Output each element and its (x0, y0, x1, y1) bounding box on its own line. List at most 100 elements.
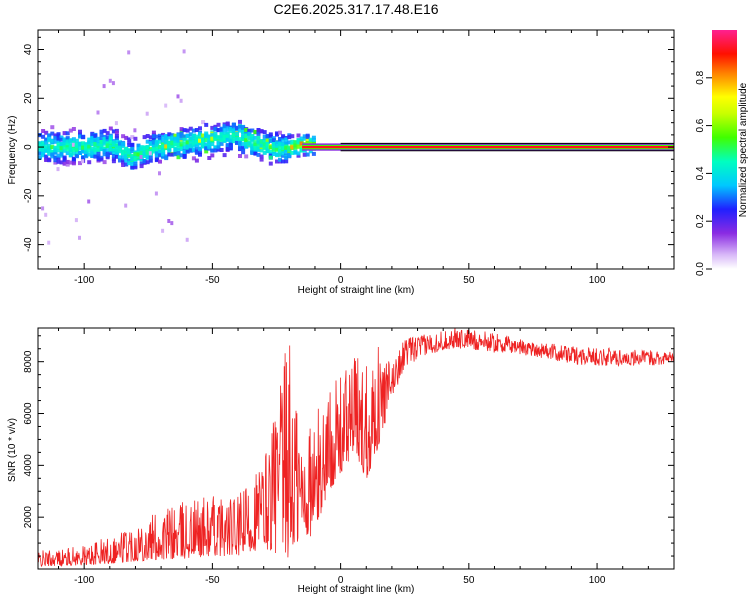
spectrogram-cell (130, 135, 135, 140)
spectrogram-cell (170, 152, 175, 157)
spectrogram-cell (154, 191, 158, 196)
spectrogram-cell (281, 151, 286, 156)
spectrogram-cell (241, 145, 246, 150)
spectrogram-cell (62, 161, 67, 166)
spectrogram-cell (133, 136, 138, 141)
spectrogram-cell (271, 152, 276, 156)
spectrogram-cell (47, 133, 52, 138)
spectrogram-cell (235, 126, 239, 131)
spectrogram-cell (71, 140, 76, 145)
spectrogram-cell (154, 154, 159, 159)
spectrogram-cell (90, 153, 95, 158)
spectrogram-cell (154, 142, 159, 147)
spectrogram-cell (81, 145, 86, 150)
spectrogram-cell (81, 149, 86, 154)
spectrogram-cell (247, 131, 252, 136)
spectrogram-cell (53, 148, 58, 153)
spectrogram-cell (219, 138, 224, 143)
spectrogram-cell (65, 139, 70, 144)
spectrogram-cell (296, 153, 301, 158)
spectrogram-cell (127, 143, 132, 147)
spectrogram-cell (59, 151, 64, 156)
spectrogram-cell (207, 144, 212, 149)
spectrogram-cell (216, 122, 221, 127)
y-tick-label: 0 (23, 144, 34, 150)
spectrogram-cell (41, 129, 46, 133)
x-tick-label: -50 (205, 275, 220, 286)
y-tick-label: -40 (23, 237, 34, 252)
spectrogram-cell (287, 147, 292, 152)
spectrogram-cell (176, 143, 181, 148)
spectrogram-cell (265, 138, 270, 143)
spectrogram-cell (219, 141, 224, 146)
spectrogram-cell (179, 153, 184, 158)
spectrogram-cell (244, 154, 249, 159)
spectrogram-cell (130, 162, 135, 166)
spectrogram-cell (78, 151, 82, 155)
spectrogram-cell (130, 154, 135, 159)
spectrogram-cell (222, 137, 227, 142)
spectrogram-cell (284, 137, 289, 142)
spectrogram-cell (87, 145, 92, 150)
spectrogram-cell (235, 132, 239, 136)
spectrogram-cell (213, 137, 218, 141)
spectrogram-cell (151, 130, 156, 135)
spectrogram-cell (278, 137, 282, 142)
spectrogram-cell (241, 135, 246, 140)
spectrogram-cell (108, 147, 113, 152)
spectrogram-cell (127, 140, 132, 145)
spectrogram-cell (56, 153, 61, 158)
spectrogram-cell (99, 143, 104, 148)
spectrogram-cell (188, 148, 193, 153)
spectrogram-cell (114, 148, 119, 153)
spectrogram-cell (198, 141, 202, 146)
spectrogram-cell (142, 159, 147, 163)
spectrogram-cell (93, 138, 98, 143)
spectrogram-cell (176, 136, 181, 141)
spectrogram-cell (124, 162, 129, 167)
spectrogram-cell (114, 131, 119, 135)
spectrogram-cell (96, 139, 101, 144)
spectrogram-cell (225, 134, 230, 139)
spectrogram-cell (56, 159, 61, 164)
spectrogram-cell (296, 151, 301, 156)
spectrogram-cell (71, 151, 76, 156)
spectrogram-cell (68, 150, 73, 155)
spectrogram-cell (114, 134, 119, 139)
spectrogram-cell (225, 131, 230, 136)
spectrogram-cell (287, 140, 292, 145)
spectrogram-cell (65, 159, 70, 164)
spectrogram-cell (59, 135, 64, 140)
spectrogram-cell (136, 152, 141, 157)
colorbar: 0.0 0.2 0.4 0.6 0.8 Normalized spectral ampl… (695, 30, 749, 276)
spectrogram-cell (164, 103, 168, 108)
spectrogram-cell (139, 164, 144, 169)
spectrogram-cell (65, 151, 70, 156)
spectrogram-cell (228, 139, 233, 144)
spectrogram-cell (145, 148, 150, 153)
spectrogram-cell (47, 240, 51, 245)
spectrogram-cell (158, 149, 162, 154)
y-tick-label: 2000 (23, 506, 34, 529)
spectrogram-cell (127, 158, 132, 163)
spectrogram-cell (151, 134, 156, 139)
spectrogram-cell (210, 136, 215, 141)
spectrogram-cell (198, 146, 202, 151)
spectrogram-cell (139, 161, 144, 166)
spectrogram-cells (38, 49, 674, 245)
spectrogram-cell (124, 203, 128, 208)
spectrogram-cell (213, 145, 218, 150)
spectrogram-cell (198, 152, 202, 157)
spectrogram-cell (204, 149, 209, 154)
spectrogram-cell (188, 126, 193, 131)
snr-series-line (37, 328, 675, 568)
spectrogram-cell (71, 156, 76, 161)
spectrogram-cell (287, 152, 292, 157)
spectrogram-cell (287, 149, 292, 154)
spectrogram-cell (256, 131, 261, 136)
spectrogram-cell (262, 130, 267, 135)
spectrogram-cell (47, 151, 52, 156)
spectrogram-cell (121, 151, 126, 156)
spectrogram-cell (293, 145, 298, 150)
spectrogram-cell (133, 159, 138, 164)
